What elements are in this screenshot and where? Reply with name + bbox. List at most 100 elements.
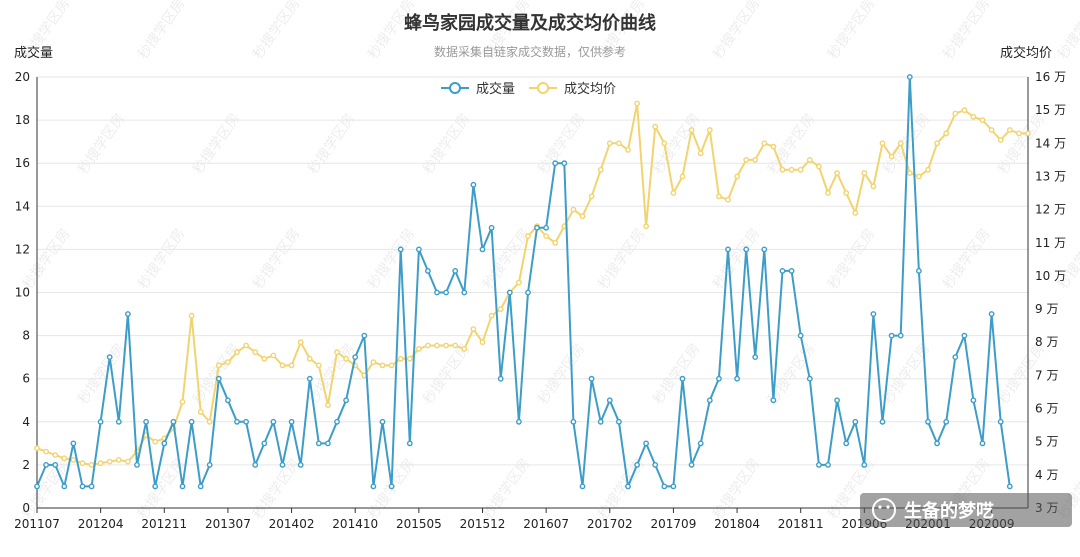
price-point[interactable] — [616, 140, 622, 147]
price-point[interactable] — [243, 342, 250, 349]
volume-point[interactable] — [188, 418, 195, 425]
volume-point[interactable] — [706, 397, 713, 404]
volume-point[interactable] — [270, 418, 277, 425]
price-point[interactable] — [224, 359, 231, 365]
price-point[interactable] — [670, 190, 677, 196]
price-point[interactable] — [743, 156, 750, 163]
volume-point[interactable] — [588, 375, 595, 382]
volume-point[interactable] — [443, 289, 449, 296]
legend-item-price[interactable]: 成交均价 — [529, 81, 616, 97]
volume-point[interactable] — [625, 483, 631, 490]
volume-point[interactable] — [979, 440, 986, 447]
price-point[interactable] — [261, 355, 268, 362]
volume-point[interactable] — [115, 418, 122, 425]
volume-point[interactable] — [61, 483, 68, 490]
price-point[interactable] — [997, 137, 1004, 143]
price-point[interactable] — [379, 362, 386, 369]
volume-point[interactable] — [616, 418, 622, 425]
price-point[interactable] — [634, 100, 640, 107]
price-point[interactable] — [716, 193, 722, 200]
volume-point[interactable] — [334, 418, 340, 425]
price-point[interactable] — [334, 349, 340, 356]
price-point[interactable] — [788, 166, 795, 173]
volume-point[interactable] — [906, 74, 913, 80]
volume-point[interactable] — [552, 160, 559, 167]
volume-point[interactable] — [170, 418, 177, 425]
price-point[interactable] — [1006, 127, 1013, 133]
volume-point[interactable] — [952, 354, 959, 360]
volume-point[interactable] — [224, 397, 231, 404]
volume-point[interactable] — [288, 418, 295, 425]
volume-point[interactable] — [488, 224, 495, 231]
volume-point[interactable] — [661, 483, 668, 490]
volume-point[interactable] — [725, 246, 731, 253]
volume-point[interactable] — [543, 224, 549, 231]
volume-point[interactable] — [306, 375, 313, 382]
volume-point[interactable] — [743, 246, 750, 253]
volume-point[interactable] — [943, 418, 950, 425]
volume-point[interactable] — [970, 397, 977, 404]
volume-point[interactable] — [561, 160, 568, 167]
volume-point[interactable] — [643, 440, 649, 447]
volume-point[interactable] — [406, 440, 413, 447]
price-point[interactable] — [1025, 130, 1031, 137]
volume-point[interactable] — [734, 375, 740, 382]
price-point[interactable] — [197, 408, 204, 415]
volume-point[interactable] — [279, 461, 286, 468]
price-point[interactable] — [761, 140, 768, 147]
price-point[interactable] — [816, 163, 822, 170]
volume-point[interactable] — [234, 418, 240, 425]
price-point[interactable] — [725, 196, 731, 203]
price-point[interactable] — [188, 312, 195, 319]
volume-point[interactable] — [870, 311, 877, 317]
price-point[interactable] — [679, 173, 686, 180]
volume-point[interactable] — [343, 397, 349, 404]
volume-point[interactable] — [70, 440, 77, 447]
price-point[interactable] — [88, 461, 95, 468]
price-point[interactable] — [270, 352, 277, 359]
volume-point[interactable] — [315, 440, 322, 447]
price-point[interactable] — [861, 170, 868, 177]
volume-point[interactable] — [197, 483, 204, 490]
volume-point[interactable] — [88, 483, 95, 490]
volume-point[interactable] — [479, 246, 486, 253]
price-point[interactable] — [497, 306, 504, 312]
price-point[interactable] — [925, 166, 931, 173]
volume-point[interactable] — [825, 461, 831, 468]
volume-point[interactable] — [888, 332, 895, 339]
price-point[interactable] — [125, 458, 131, 465]
volume-point[interactable] — [761, 246, 768, 253]
volume-point[interactable] — [570, 418, 577, 425]
price-point[interactable] — [279, 362, 286, 369]
price-point[interactable] — [79, 460, 86, 467]
volume-point[interactable] — [516, 418, 522, 425]
price-point[interactable] — [406, 355, 413, 362]
volume-point[interactable] — [324, 440, 331, 447]
price-point[interactable] — [688, 127, 695, 133]
price-point[interactable] — [988, 127, 995, 133]
price-point[interactable] — [906, 170, 913, 177]
price-point[interactable] — [306, 355, 313, 362]
volume-point[interactable] — [252, 461, 259, 468]
volume-point[interactable] — [424, 267, 431, 274]
price-point[interactable] — [752, 156, 759, 163]
price-point[interactable] — [34, 445, 40, 452]
volume-point[interactable] — [852, 418, 859, 425]
volume-point[interactable] — [243, 418, 250, 425]
volume-point[interactable] — [461, 289, 468, 296]
price-point[interactable] — [979, 117, 986, 124]
price-point[interactable] — [734, 173, 740, 180]
price-point[interactable] — [479, 339, 486, 346]
volume-point[interactable] — [497, 375, 504, 382]
volume-point[interactable] — [106, 354, 113, 360]
volume-point[interactable] — [997, 418, 1004, 425]
price-point[interactable] — [370, 359, 377, 365]
volume-point[interactable] — [934, 440, 940, 447]
price-point[interactable] — [70, 456, 77, 463]
price-point[interactable] — [897, 140, 904, 147]
price-point[interactable] — [315, 362, 322, 369]
volume-point[interactable] — [716, 375, 722, 382]
volume-point[interactable] — [215, 375, 222, 382]
volume-point[interactable] — [634, 461, 640, 468]
volume-point[interactable] — [352, 354, 359, 360]
